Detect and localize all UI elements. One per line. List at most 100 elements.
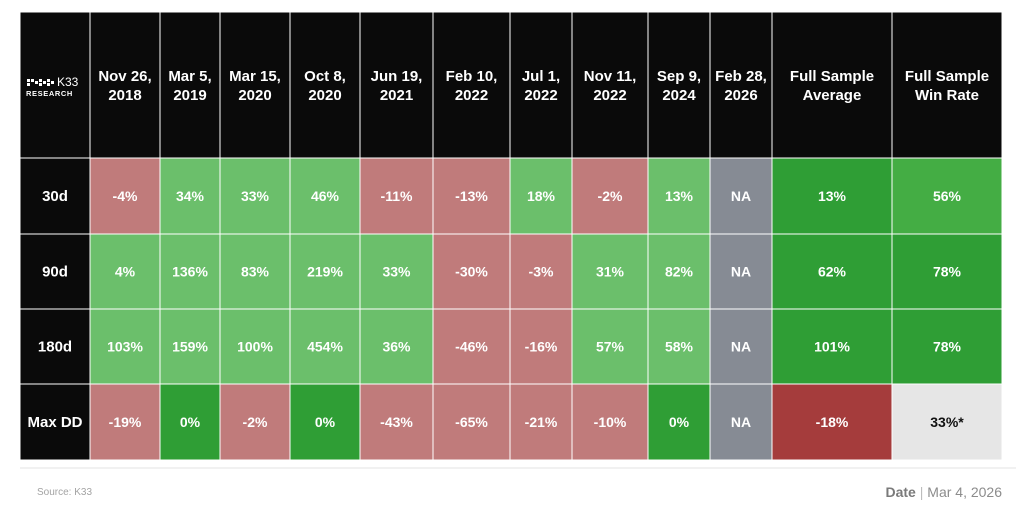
heatmap-cell-value: 36% xyxy=(382,339,411,355)
heatmap-cell xyxy=(159,308,221,385)
heatmap-cell xyxy=(771,383,893,461)
header-corner-cell xyxy=(19,11,91,159)
column-header-line1: Mar 15, xyxy=(229,68,281,85)
heatmap-cell xyxy=(219,157,291,235)
source-note: Source: K33 xyxy=(37,487,93,498)
row-label: 180d xyxy=(38,339,72,356)
heatmap-cell xyxy=(891,383,1003,461)
heatmap-cell-value: 13% xyxy=(665,188,694,204)
column-header-line1: Feb 28, xyxy=(715,68,767,85)
column-header-line2: 2022 xyxy=(593,87,626,104)
heatmap-cell-value: 13% xyxy=(818,188,847,204)
date-stamp: Date | Mar 4, 2026 xyxy=(885,484,1003,500)
heatmap-cell-value: 0% xyxy=(669,414,690,430)
column-header-cell xyxy=(89,11,161,159)
k33-logo: K33 RESEARCH xyxy=(26,75,79,98)
column-header-cell xyxy=(159,11,221,159)
row-header-cell xyxy=(19,383,91,461)
column-header-line1: Feb 10, xyxy=(446,68,498,85)
heatmap-cell-value: -30% xyxy=(455,264,488,280)
column-header-line1: Nov 11, xyxy=(584,68,637,85)
heatmap-cell-value: -43% xyxy=(380,414,413,430)
heatmap-cell-value: -19% xyxy=(109,414,142,430)
column-header-cell xyxy=(219,11,291,159)
k33-logo-mark xyxy=(27,79,54,86)
column-header-line1: Nov 26, xyxy=(98,68,151,85)
heatmap-cell xyxy=(891,233,1003,310)
column-header-line2: 2022 xyxy=(524,87,557,104)
column-header-cell xyxy=(771,11,893,159)
grid-layer: Nov 26, 2018 Mar 5, 2019 Mar 15, 2020 Oct 8, 20… xyxy=(19,11,1016,469)
column-header-line1: Mar 5, xyxy=(168,68,211,85)
heatmap-cell-value: 78% xyxy=(933,339,962,355)
heatmap-cell-value: -65% xyxy=(455,414,488,430)
column-header-cell xyxy=(709,11,773,159)
heatmap-cell xyxy=(571,383,649,461)
heatmap-cell-value: -13% xyxy=(455,188,488,204)
heatmap-cell-value: 83% xyxy=(241,264,270,280)
heatmap-cell xyxy=(771,157,893,235)
heatmap-cell xyxy=(771,233,893,310)
heatmap-cell xyxy=(891,308,1003,385)
column-header-line1: Full Sample xyxy=(790,68,874,85)
heatmap-cell-value: -18% xyxy=(816,414,849,430)
heatmap-cell xyxy=(571,233,649,310)
heatmap-cell-value: 18% xyxy=(527,188,556,204)
row-header-cell xyxy=(19,233,91,310)
column-header-line1: Oct 8, xyxy=(304,68,346,85)
heatmap-cell-value: -11% xyxy=(381,188,413,204)
heatmap-cell xyxy=(89,157,161,235)
heatmap-cell xyxy=(432,383,511,461)
row-label: Max DD xyxy=(27,414,82,431)
heatmap-cell-value: -4% xyxy=(113,188,138,204)
heatmap-cell-value: 34% xyxy=(176,188,205,204)
heatmap-cell xyxy=(219,383,291,461)
heatmap-cell-value: 4% xyxy=(115,264,136,280)
heatmap-cell-value: NA xyxy=(731,264,751,280)
heatmap-cell xyxy=(359,383,434,461)
heatmap-cell xyxy=(289,308,361,385)
date-value: Mar 4, 2026 xyxy=(927,484,1002,500)
heatmap-cell-value: 82% xyxy=(665,264,694,280)
heatmap-cell xyxy=(359,233,434,310)
column-header-cell xyxy=(289,11,361,159)
date-label: Date xyxy=(885,484,916,500)
heatmap-cell xyxy=(159,233,221,310)
heatmap-cell xyxy=(509,233,573,310)
heatmap-cell-value: 0% xyxy=(315,414,336,430)
row-label: 90d xyxy=(42,264,68,281)
heatmap-cell-value: 454% xyxy=(307,339,343,355)
k33-logo-sub: RESEARCH xyxy=(26,89,73,98)
heatmap-cell-value: 57% xyxy=(596,339,625,355)
heatmap-cell-value: -2% xyxy=(243,414,268,430)
heatmap-cell xyxy=(289,233,361,310)
column-header-line1: Full Sample xyxy=(905,68,989,85)
column-header-line1: Sep 9, xyxy=(657,68,701,85)
heatmap-cell xyxy=(647,157,711,235)
heatmap-cell-value: 33% xyxy=(241,188,270,204)
column-header-cell xyxy=(647,11,711,159)
heatmap-cell xyxy=(219,233,291,310)
k33-logo-name: K33 xyxy=(57,75,79,89)
heatmap-cell-value: -2% xyxy=(598,188,623,204)
heatmap-cell-value: NA xyxy=(731,414,751,430)
heatmap-cell xyxy=(89,308,161,385)
heatmap-cell-value: NA xyxy=(731,188,751,204)
heatmap-cell-value: 100% xyxy=(237,339,273,355)
row-label: 30d xyxy=(42,188,68,205)
row-header-cell xyxy=(19,157,91,235)
heatmap-cell xyxy=(359,157,434,235)
column-header-line1: Jul 1, xyxy=(522,68,560,85)
heatmap-cell xyxy=(159,383,221,461)
column-header-cell xyxy=(571,11,649,159)
column-header-cell xyxy=(432,11,511,159)
heatmap-cell-value: 31% xyxy=(596,264,625,280)
column-header-line1: Jun 19, xyxy=(371,68,423,85)
heatmap-cell xyxy=(709,308,773,385)
heatmap-cell xyxy=(647,308,711,385)
column-header-line2: 2020 xyxy=(238,87,271,104)
heatmap-cell-value: 136% xyxy=(172,264,208,280)
heatmap-cell-value: 101% xyxy=(814,339,850,355)
heatmap-cell-value: 78% xyxy=(933,264,962,280)
heatmap-cell-value: NA xyxy=(731,339,751,355)
